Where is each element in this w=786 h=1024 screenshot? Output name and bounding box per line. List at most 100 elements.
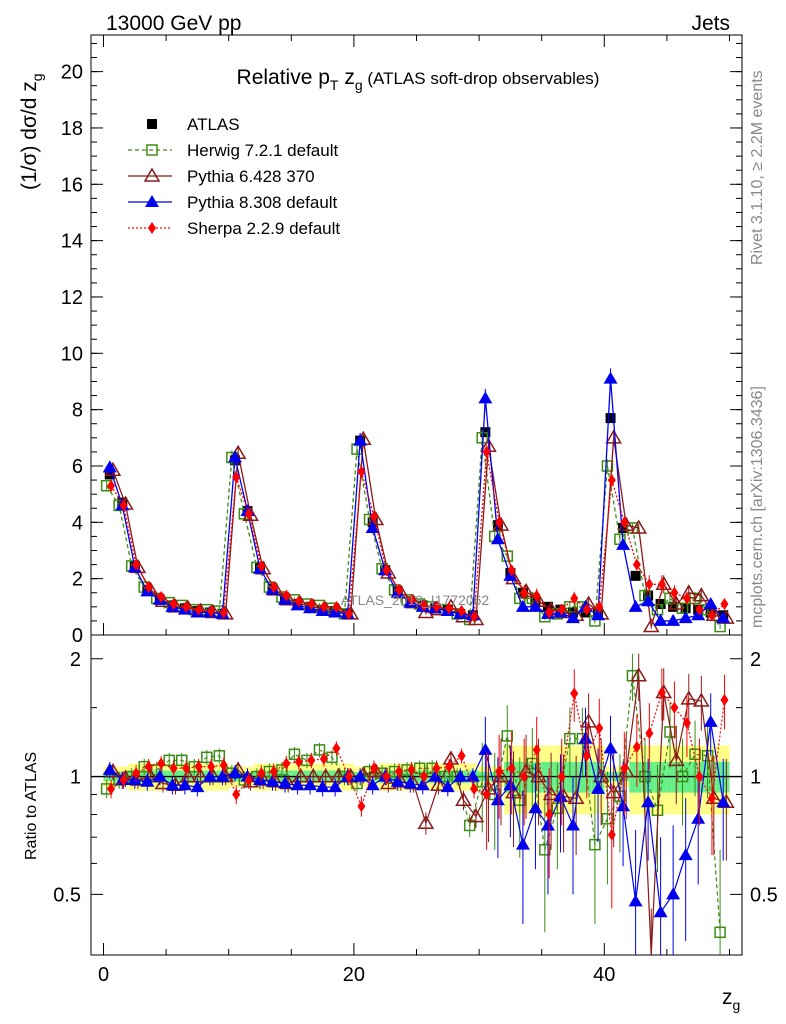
marker-pythia8 bbox=[265, 774, 280, 787]
rivet-label: Rivet 3.1.10, ≥ 2.2M events bbox=[749, 70, 766, 265]
marker-sherpa bbox=[595, 722, 604, 735]
marker-pythia6 bbox=[667, 595, 685, 610]
marker-sherpa bbox=[157, 590, 166, 603]
marker-pythia8 bbox=[666, 887, 681, 900]
marker-pythia8 bbox=[478, 391, 493, 404]
marker-pythia8 bbox=[353, 433, 368, 446]
marker-pythia8 bbox=[641, 795, 656, 808]
marker-pythia8 bbox=[578, 731, 593, 744]
marker-pythia6 bbox=[467, 808, 485, 823]
marker-atlas bbox=[605, 413, 616, 424]
marker-sherpa bbox=[470, 610, 479, 623]
marker-sherpa bbox=[119, 773, 128, 786]
marker-herwig bbox=[601, 813, 614, 825]
marker-sherpa bbox=[670, 586, 679, 599]
marker-sherpa bbox=[332, 742, 341, 755]
series-line-sherpa bbox=[473, 451, 488, 617]
marker-sherpa bbox=[369, 510, 378, 523]
marker-sherpa bbox=[307, 754, 316, 767]
marker-pythia6 bbox=[693, 587, 710, 602]
marker-sherpa bbox=[107, 479, 116, 492]
marker-pythia8 bbox=[603, 371, 618, 384]
marker-pythia8 bbox=[628, 894, 643, 907]
marker-pythia6 bbox=[143, 167, 161, 182]
marker-sherpa bbox=[682, 592, 691, 605]
marker-pythia8 bbox=[528, 599, 543, 612]
y-tick-label: 6 bbox=[72, 456, 83, 478]
marker-sherpa bbox=[257, 559, 266, 572]
marker-pythia8 bbox=[716, 795, 731, 808]
marker-sherpa bbox=[457, 749, 466, 762]
y-tick-label: 12 bbox=[61, 287, 83, 309]
ratio-panel: 0.5 0.51 12 20 20 40 bbox=[53, 35, 778, 986]
series-line-sherpa bbox=[611, 479, 725, 617]
legend-label: Pythia 8.308 default bbox=[187, 193, 338, 212]
marker-pythia8 bbox=[365, 778, 380, 791]
series-line-pythia8 bbox=[609, 378, 724, 622]
marker-pythia8 bbox=[678, 611, 693, 624]
marker-sherpa bbox=[632, 741, 641, 753]
series-line-pythia8 bbox=[234, 457, 348, 615]
marker-sherpa bbox=[144, 760, 153, 773]
marker-sherpa bbox=[482, 445, 491, 458]
marker-sherpa bbox=[595, 600, 604, 613]
series-line-sherpa bbox=[223, 477, 237, 613]
marker-pythia8 bbox=[490, 532, 505, 545]
marker-sherpa bbox=[420, 599, 429, 612]
ratio-y-tick-label: 1 bbox=[70, 767, 81, 789]
marker-herwig bbox=[714, 926, 726, 939]
legend-label: Pythia 6.428 370 bbox=[187, 167, 315, 186]
marker-sherpa bbox=[182, 762, 191, 775]
marker-sherpa bbox=[720, 693, 729, 706]
marker-sherpa bbox=[257, 767, 266, 780]
marker-pythia8 bbox=[666, 613, 681, 626]
marker-pythia8 bbox=[490, 793, 505, 806]
marker-pythia8 bbox=[152, 769, 167, 782]
marker-sherpa bbox=[432, 600, 441, 613]
marker-herwig bbox=[176, 754, 188, 767]
marker-sherpa bbox=[344, 607, 353, 620]
ratio-series-sherpa bbox=[107, 668, 729, 909]
marker-pythia6 bbox=[292, 768, 310, 783]
marker-herwig bbox=[146, 144, 158, 156]
marker-pythia8 bbox=[428, 769, 443, 782]
marker-herwig bbox=[163, 754, 175, 767]
marker-sherpa bbox=[319, 600, 328, 613]
y-tick-label: 4 bbox=[72, 512, 83, 534]
ratio-series bbox=[100, 653, 735, 956]
legend-label: Sherpa 2.2.9 default bbox=[187, 219, 340, 238]
marker-sherpa bbox=[645, 578, 654, 591]
legend: ATLAS Herwig 7.2.1 default Pythia 6.428 37… bbox=[128, 115, 340, 238]
marker-sherpa bbox=[670, 701, 679, 714]
marker-pythia8 bbox=[716, 611, 731, 624]
marker-pythia8 bbox=[253, 772, 268, 785]
marker-pythia8 bbox=[102, 762, 117, 775]
marker-sherpa bbox=[582, 603, 591, 616]
marker-sherpa bbox=[507, 564, 516, 577]
marker-pythia6 bbox=[417, 814, 435, 829]
marker-pythia8 bbox=[353, 769, 368, 782]
ratio-series-pythia8 bbox=[102, 693, 731, 955]
marker-sherpa bbox=[570, 592, 579, 605]
marker-sherpa bbox=[132, 558, 141, 571]
marker-pythia8 bbox=[565, 611, 580, 624]
marker-sherpa bbox=[707, 792, 716, 805]
marker-atlas bbox=[680, 603, 691, 614]
marker-pythia6 bbox=[304, 768, 322, 783]
main-panel: 0 2 4 6 8 10 12 14 16 18 20 ATLAS_2019_I1772062 bbox=[61, 34, 743, 647]
y-tick-label: 8 bbox=[72, 400, 83, 422]
marker-sherpa bbox=[269, 765, 278, 778]
marker-pythia6 bbox=[192, 768, 209, 783]
marker-herwig bbox=[201, 751, 213, 764]
marker-pythia8 bbox=[390, 774, 405, 787]
marker-sherpa bbox=[532, 743, 541, 756]
marker-pythia6 bbox=[630, 519, 648, 534]
legend-label: Herwig 7.2.1 default bbox=[187, 141, 338, 160]
marker-sherpa bbox=[507, 762, 516, 775]
marker-herwig bbox=[213, 750, 226, 762]
marker-pythia8 bbox=[415, 778, 430, 791]
marker-herwig bbox=[676, 602, 689, 614]
marker-herwig bbox=[501, 730, 514, 742]
band-inner bbox=[679, 761, 692, 793]
